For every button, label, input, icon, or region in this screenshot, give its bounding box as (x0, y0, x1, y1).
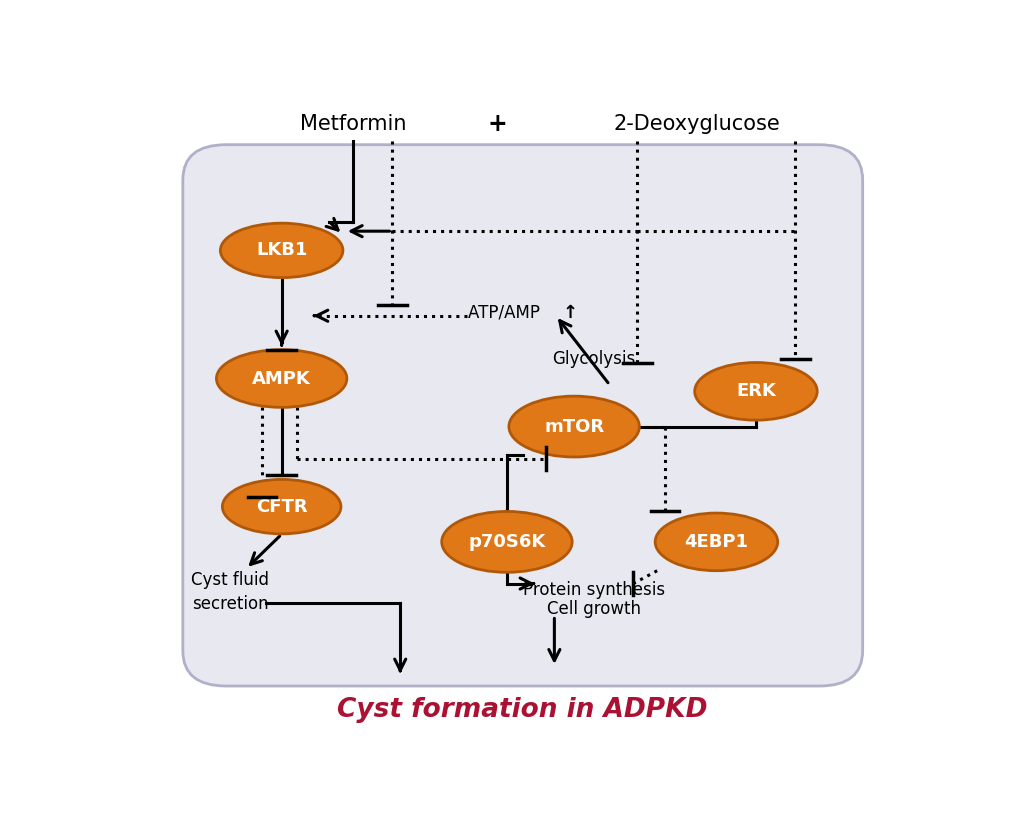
Text: mTOR: mTOR (543, 418, 603, 436)
Text: p70S6K: p70S6K (468, 532, 545, 551)
Text: Cell growth: Cell growth (546, 600, 640, 618)
Text: 4EBP1: 4EBP1 (684, 532, 748, 551)
Text: 2-Deoxyglucose: 2-Deoxyglucose (612, 113, 780, 134)
Text: LKB1: LKB1 (256, 241, 307, 260)
Text: +: + (487, 111, 506, 136)
FancyBboxPatch shape (182, 145, 862, 686)
Text: Cyst fluid
secretion: Cyst fluid secretion (192, 571, 269, 612)
Text: ERK: ERK (736, 383, 775, 400)
Ellipse shape (654, 513, 776, 571)
Text: Glycolysis: Glycolysis (551, 350, 635, 369)
Ellipse shape (508, 396, 639, 457)
Text: ATP/AMP: ATP/AMP (468, 304, 545, 321)
Ellipse shape (222, 479, 340, 534)
Ellipse shape (216, 349, 346, 408)
Ellipse shape (441, 512, 572, 572)
Text: AMPK: AMPK (252, 369, 311, 388)
Ellipse shape (220, 223, 342, 278)
Ellipse shape (694, 363, 816, 420)
Text: Metformin: Metformin (300, 113, 406, 134)
Text: Protein synthesis: Protein synthesis (523, 581, 664, 599)
Text: CFTR: CFTR (256, 498, 307, 516)
Text: Cyst formation in ADPKD: Cyst formation in ADPKD (337, 696, 707, 723)
Text: ↑: ↑ (562, 304, 577, 321)
